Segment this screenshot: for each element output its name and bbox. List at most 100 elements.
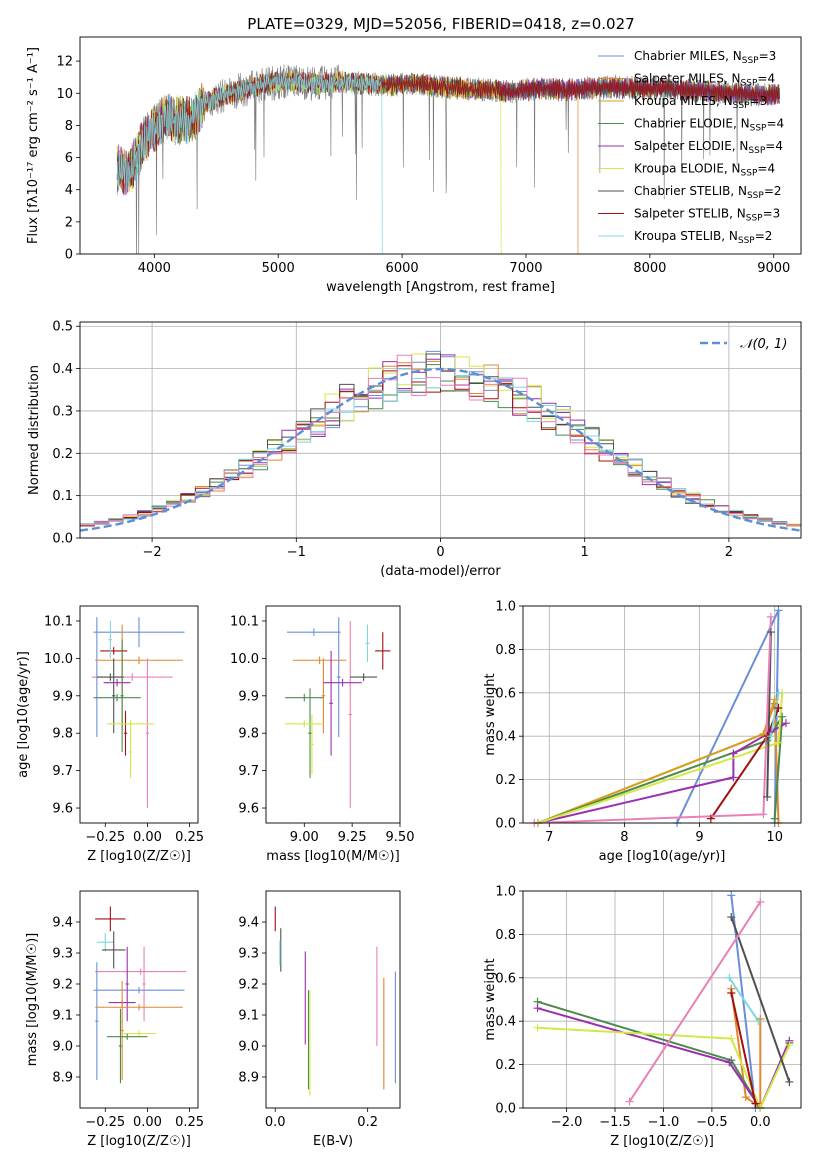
series-chabrier_elodie-marker [770, 814, 779, 823]
model-spectrum-kroupa_elodie-line [116, 71, 502, 254]
legend-label-value: =4 [765, 139, 783, 153]
x-tick-label: 9000 [757, 261, 790, 276]
plot-area [534, 609, 787, 823]
x-tick-label: 4000 [138, 261, 171, 276]
series-pink-line [628, 901, 762, 1103]
y-tick-label: 9.7 [52, 764, 73, 779]
y-tick-label: 12 [56, 55, 73, 70]
legend-label-chabrier_stelib: Chabrier STELIB, NSSP=2 [634, 184, 782, 201]
series-salpeter_elodie-marker [725, 1058, 734, 1067]
y-tick-label: 9.8 [52, 727, 73, 742]
y-tick-label: 0 [65, 248, 73, 263]
x-tick-label: 1 [581, 545, 589, 560]
x-tick-label: 0 [436, 545, 444, 560]
y-tick-label: 8 [65, 119, 73, 134]
y-tick-label: 9.8 [238, 727, 259, 742]
series-salpeter_elodie-marker [729, 749, 738, 758]
y-axis-label: age [log10(age/yr)] [16, 651, 31, 778]
model-spectrum-kroupa_stelib-line [116, 72, 383, 254]
y-tick-label: 9.2 [238, 978, 259, 993]
x-axis-label: age [log10(age/yr)] [599, 849, 726, 864]
x-axis-label: (data-model)/error [380, 564, 501, 579]
x-tick-label: 9.50 [386, 830, 415, 845]
y-tick-label: 1.0 [495, 885, 516, 900]
series-salpeter_miles-line [730, 988, 762, 1108]
y-tick-label: 0.4 [52, 362, 73, 377]
series-salpeter_miles-marker [756, 1015, 765, 1024]
legend-label-kroupa_stelib: Kroupa STELIB, NSSP=2 [634, 229, 772, 246]
x-tick-label: 9.25 [338, 830, 367, 845]
legend-label-value: =3 [759, 49, 777, 63]
y-tick-label: 9.3 [52, 947, 73, 962]
y-tick-label: 0.4 [495, 1015, 516, 1030]
legend-label-salpeter_elodie: Salpeter ELODIE, NSSP=4 [634, 139, 783, 156]
y-tick-label: 9.3 [238, 947, 259, 962]
legend-subscript: SSP [738, 236, 755, 246]
y-tick-label: 10.1 [230, 614, 259, 629]
series-chabrier_elodie-line [537, 716, 784, 823]
mass-weight-vs-z-panel: −2.0 −1.5 −1.0 −0.5 0.0 0.0 0.2 0.4 0.6 0.8 1.0 Z [… [483, 885, 802, 1149]
residual-panel: −2 −1 0 1 2 0.0 0.1 0.2 0.3 0.4 0.5 (data-model)/er… [27, 320, 802, 579]
series-chabrier_miles-marker [727, 891, 736, 900]
y-tick-label: 0.4 [495, 730, 516, 745]
y-tick-label: 9.6 [52, 802, 73, 817]
series-chabrier_miles-line [676, 609, 780, 823]
legend-label-value: =3 [763, 207, 781, 221]
series-chabrier_stelib-marker [727, 913, 736, 922]
y-tick-label: 9.4 [238, 916, 259, 931]
legend-label-value: =3 [750, 94, 768, 108]
y-tick-label: 0.2 [495, 1058, 516, 1073]
series-salpeter_elodie-marker [533, 1004, 542, 1013]
series-kroupa_elodie-marker [533, 1023, 542, 1032]
legend-subscript: SSP [747, 191, 764, 201]
plot-area [116, 64, 781, 254]
axes-frame [79, 605, 199, 824]
series-kroupa_elodie-line [537, 1026, 791, 1108]
x-tick-label: 0.2 [357, 1115, 378, 1130]
x-tick-label: 6000 [386, 261, 419, 276]
series-pink-marker [625, 1097, 634, 1106]
series-pink-marker [759, 810, 768, 819]
series-salpeter_elodie-marker [781, 719, 790, 728]
plot-area [80, 350, 801, 532]
x-axis-label: E(B-V) [313, 1134, 353, 1149]
x-tick-label: −2.0 [551, 1115, 583, 1130]
legend-subscript: SSP [741, 79, 758, 89]
series-kroupa_stelib-line [728, 977, 760, 1022]
series-salpeter_stelib-marker [774, 703, 783, 712]
series-pink-marker [766, 612, 775, 621]
series-kroupa_elodie-line [537, 692, 784, 823]
y-tick-label: 9.7 [238, 764, 259, 779]
series-kroupa_elodie-marker [774, 738, 783, 747]
series-kroupa_miles-marker [770, 695, 779, 704]
x-axis-label: wavelength [Angstrom, rest frame] [326, 280, 555, 295]
series-salpeter_elodie-marker [729, 773, 738, 782]
y-tick-label: 0.3 [52, 404, 73, 419]
series-chabrier_stelib-line [730, 916, 791, 1083]
y-tick-label: 2 [65, 215, 73, 230]
y-tick-label: 0.8 [495, 928, 516, 943]
x-tick-label: −0.25 [85, 830, 125, 845]
series-salpeter_stelib-line [730, 992, 757, 1104]
x-tick-label: −2 [143, 545, 162, 560]
y-tick-label: 0.5 [52, 320, 73, 335]
x-axis-label: Z [log10(Z/Z☉)] [87, 849, 191, 864]
y-tick-label: 0.2 [495, 773, 516, 788]
y-tick-label: 0.2 [52, 447, 73, 462]
figure-title: PLATE=0329, MJD=52056, FIBERID=0418, z=0… [247, 15, 634, 33]
y-tick-label: 0.6 [495, 686, 516, 701]
y-tick-label: 9.0 [238, 1040, 259, 1055]
mass-vs-z-panel: −0.25 0.00 0.25 8.9 9.0 9.1 9.2 9.3 9.4 Z [log10(… [25, 890, 204, 1149]
series-kroupa_stelib-line [769, 692, 780, 737]
y-tick-label: 10 [56, 87, 73, 102]
spectrum-panel: 4000 5000 6000 7000 8000 9000 0 2 4 6 8 10 12 wavelen… [26, 36, 802, 295]
series-chabrier_miles-marker [774, 606, 783, 615]
x-tick-label: −1.5 [599, 1115, 631, 1130]
legend-label-salpeter_miles: Salpeter MILES, NSSP=4 [634, 72, 775, 89]
mass-weight-vs-age-panel: 7 8 9 10 0.0 0.2 0.4 0.6 0.8 1.0 age [log10(age/yr… [483, 600, 802, 864]
y-tick-label: 4 [65, 183, 73, 198]
legend-subscript: SSP [741, 169, 758, 179]
series-salpeter_stelib-marker [727, 988, 736, 997]
series-kroupa_elodie-marker [785, 1041, 794, 1050]
x-tick-label: 10 [766, 830, 783, 845]
